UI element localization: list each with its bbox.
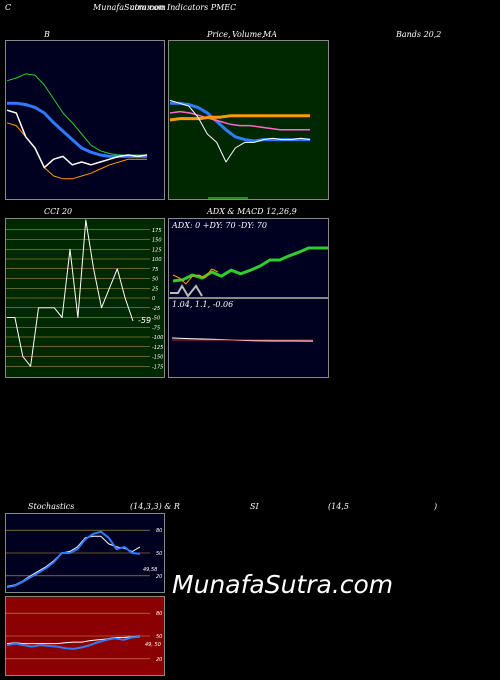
header-left: C <box>5 3 12 12</box>
adx-macd-label: ADX & MACD 12,26,9 <box>207 207 297 216</box>
adx-panel <box>168 218 329 298</box>
ma-label: MA <box>263 30 277 39</box>
cci-tick-label: 150 <box>152 238 162 244</box>
stochastics-label: Stochastics <box>28 502 75 511</box>
cci-tick-label: 75 <box>152 267 158 273</box>
adx-gray-line <box>170 284 203 298</box>
cci-chart: 175 150 125 100 75 50 25 0 -25 -50 -75 -100 -125 -150… <box>5 219 163 370</box>
cci-label: CCI 20 <box>44 207 73 216</box>
rsi-tick-label: 20 <box>156 657 162 663</box>
cci-tick-label: -100 <box>152 335 163 341</box>
cci-tick-label: -25 <box>152 306 160 312</box>
b-panel-label: B <box>44 30 50 39</box>
stoch-k-line <box>6 530 141 589</box>
rsi-side-label: 49, 50 <box>145 642 161 648</box>
macd-panel <box>168 298 329 378</box>
bollinger-chart <box>6 73 148 180</box>
cci-tick-label: 0 <box>152 296 155 302</box>
rsi-tick-label: 80 <box>156 611 162 617</box>
cci-line <box>7 219 134 367</box>
stoch-signal-line <box>6 535 141 587</box>
stoch-tick-label: 80 <box>156 528 162 534</box>
macd-chart <box>171 337 314 342</box>
price-ma-chart <box>169 99 311 199</box>
cci-tick-label: -150 <box>152 355 163 361</box>
rsi-signal-line <box>6 635 141 645</box>
volume-label: Volume, <box>232 30 265 39</box>
stoch-tick-label: 20 <box>156 574 162 580</box>
bb-middle-line <box>7 101 147 158</box>
adx-values: ADX: 0 +DY: 70 -DY: 70 <box>172 221 267 230</box>
dy-line <box>172 268 219 285</box>
site-title: MunafaSutra.com <box>93 3 166 12</box>
adx-chart <box>170 246 328 298</box>
rsi-params-label: (14,5 <box>328 502 349 511</box>
ma-orange-line <box>169 114 310 122</box>
si-label: SI <box>250 502 259 511</box>
bands-label: Bands 20,2 <box>396 30 442 39</box>
stoch-side-label: 49,58 <box>143 567 157 573</box>
cci-tick-label: 175 <box>152 228 162 234</box>
bollinger-panel <box>5 40 165 200</box>
bb-lower-line <box>6 122 147 180</box>
cci-tick-label: 125 <box>152 247 162 253</box>
price-label: Price, <box>207 30 231 39</box>
cci-tick-label: 50 <box>152 277 158 283</box>
header-subtitle: common Indicators PMEC <box>130 3 237 12</box>
bb-price-line <box>6 109 148 169</box>
cci-tick-label: -125 <box>152 345 163 351</box>
rsi-tick-label: 50 <box>156 634 162 640</box>
cci-tick-label: 100 <box>152 257 162 263</box>
cci-tick-label: -175 <box>152 364 163 370</box>
stoch-params-label: (14,3,3) & R <box>130 502 180 511</box>
adx-line <box>172 246 328 283</box>
rsi-chart: 80 50 20 49, 50 <box>5 611 162 663</box>
watermark: MunafaSutra.com <box>172 570 394 599</box>
rsi-line <box>6 635 141 650</box>
macd-values: 1.04, 1.1, -0.06 <box>172 300 234 309</box>
ma-pink-line <box>169 110 310 131</box>
ma-price-line <box>169 99 311 163</box>
cci-tick-label: -50 <box>152 316 160 322</box>
close-paren-label: ) <box>434 502 438 511</box>
stoch-tick-label: 50 <box>156 551 162 557</box>
cci-tick-label: 25 <box>152 286 158 292</box>
cci-tick-label: -75 <box>152 325 160 331</box>
cci-value-label: -59 <box>138 316 151 325</box>
macd-line <box>171 337 314 342</box>
